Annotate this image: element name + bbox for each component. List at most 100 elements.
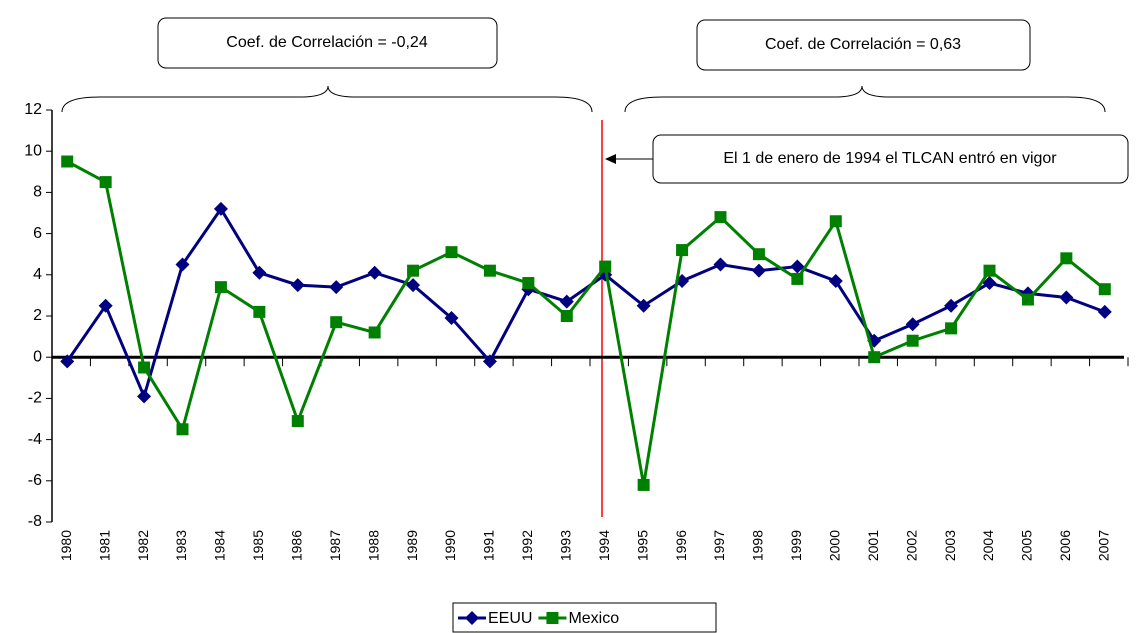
x-tick-label: 1991 <box>481 530 497 561</box>
point <box>906 334 919 347</box>
legend-label: EEUU <box>488 610 532 627</box>
point <box>1098 283 1111 296</box>
y-tick-label: -2 <box>28 390 42 407</box>
point <box>482 354 497 369</box>
annotation-box <box>696 19 1031 71</box>
point <box>828 273 843 288</box>
legend-marker <box>465 611 479 625</box>
point <box>406 278 421 293</box>
x-tick-label: 2002 <box>903 530 919 561</box>
point <box>945 322 958 335</box>
legend <box>452 602 717 633</box>
x-tick-label: 1998 <box>750 530 766 561</box>
series-line <box>65 206 1106 401</box>
x-tick-label: 1995 <box>634 530 650 561</box>
point <box>367 265 382 280</box>
point <box>559 294 574 309</box>
y-tick-label: -8 <box>28 513 42 530</box>
x-tick-label: 1983 <box>173 530 189 561</box>
point <box>175 257 190 272</box>
x-tick-label: 1996 <box>673 530 689 561</box>
y-tick-label: 10 <box>24 142 42 159</box>
annotation: Coef. de Correlación = 0,63 <box>765 36 961 53</box>
x-tick-label: 1987 <box>327 530 343 561</box>
y-tick-label: 6 <box>33 225 42 242</box>
point <box>214 281 227 294</box>
point <box>290 278 305 293</box>
point <box>329 280 344 295</box>
point <box>61 155 74 168</box>
point <box>368 326 381 339</box>
y-tick-label: 4 <box>33 266 42 283</box>
x-tick-label: 2000 <box>826 530 842 561</box>
point <box>176 423 189 436</box>
x-tick-label: 1988 <box>365 530 381 561</box>
annotation: El 1 de enero de 1994 el TLCAN entró en … <box>723 150 1057 167</box>
y-tick-label: 2 <box>33 307 42 324</box>
point <box>714 211 727 224</box>
x-tick-label: 1997 <box>711 530 727 561</box>
x-tick-label: 1992 <box>519 530 535 561</box>
point <box>213 201 228 216</box>
point <box>982 276 997 291</box>
y-tick-label: -6 <box>28 472 42 489</box>
legend-label: Mexico <box>568 610 619 627</box>
point <box>60 354 75 369</box>
point <box>330 316 343 329</box>
point <box>137 389 152 404</box>
point <box>252 265 267 280</box>
y-tick-label: 0 <box>33 348 42 365</box>
point <box>291 415 304 428</box>
brace <box>624 85 1106 113</box>
point <box>868 351 881 364</box>
point <box>1059 290 1074 305</box>
point <box>637 478 650 491</box>
x-tick-label: 1986 <box>288 530 304 561</box>
point <box>407 264 420 277</box>
point <box>791 272 804 285</box>
point <box>1060 252 1073 265</box>
point <box>445 246 458 259</box>
y-tick-label: -4 <box>28 431 42 448</box>
point <box>99 176 112 189</box>
point <box>751 263 766 278</box>
x-tick-label: 1994 <box>596 530 612 561</box>
annotation-box <box>157 17 498 69</box>
x-tick-label: 2007 <box>1095 530 1111 561</box>
series-line <box>66 160 1106 486</box>
x-tick-label: 1990 <box>442 530 458 561</box>
x-tick-label: 2004 <box>980 530 996 561</box>
arrow-head <box>605 154 616 164</box>
y-tick-label: 12 <box>24 101 42 118</box>
point <box>829 215 842 228</box>
x-tick-label: 2003 <box>942 530 958 561</box>
legend-marker <box>546 612 559 624</box>
annotation: Coef. de Correlación = -0,24 <box>226 34 428 51</box>
point <box>676 244 689 257</box>
point <box>560 310 573 322</box>
point <box>138 361 151 374</box>
point <box>790 259 805 274</box>
point <box>444 311 459 326</box>
x-tick-label: 1981 <box>96 530 112 561</box>
point <box>599 260 612 273</box>
x-tick-label: 1982 <box>135 530 151 561</box>
point <box>483 264 496 277</box>
point <box>1021 293 1034 306</box>
brace <box>61 85 593 113</box>
point <box>983 264 996 277</box>
y-tick-label: 8 <box>33 184 42 201</box>
point <box>522 277 535 290</box>
x-tick-label: 1980 <box>58 530 74 561</box>
x-tick-label: 1984 <box>212 530 228 561</box>
point <box>944 298 959 313</box>
x-tick-label: 2001 <box>865 530 881 561</box>
x-tick-label: 2005 <box>1019 530 1035 561</box>
point <box>905 317 920 332</box>
x-tick-label: 1999 <box>788 530 804 561</box>
point <box>713 257 728 272</box>
point <box>636 298 651 313</box>
point <box>98 298 113 313</box>
point <box>752 248 765 261</box>
